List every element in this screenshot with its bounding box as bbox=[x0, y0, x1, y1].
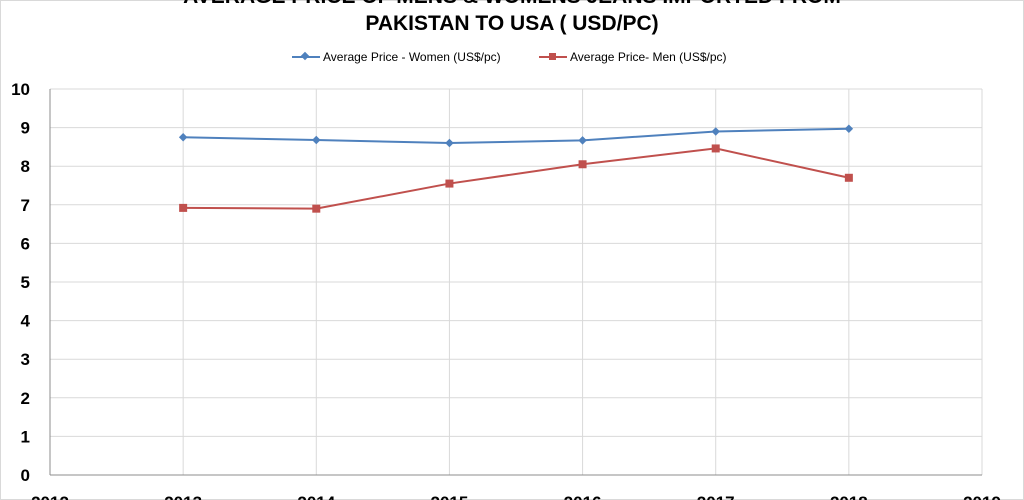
chart-title-line-1: AVERAGE PRICE OF MENS & WOMENS JEANS IMP… bbox=[183, 0, 841, 8]
y-tick-label: 2 bbox=[21, 389, 30, 408]
x-tick-label: 2013 bbox=[164, 493, 202, 500]
y-tick-label: 8 bbox=[21, 157, 30, 176]
legend-item-women: Average Price - Women (US$/pc) bbox=[292, 50, 501, 64]
y-tick-label: 7 bbox=[21, 196, 30, 215]
x-tick-label: 2014 bbox=[297, 493, 335, 500]
data-point-men bbox=[844, 173, 853, 182]
data-point-men bbox=[445, 179, 454, 188]
x-tick-label: 2018 bbox=[830, 493, 868, 500]
y-tick-label: 1 bbox=[21, 427, 30, 446]
legend-marker-men bbox=[549, 53, 556, 60]
x-tick-label: 2015 bbox=[431, 493, 469, 500]
y-tick-label: 6 bbox=[21, 234, 30, 253]
x-tick-label: 2017 bbox=[697, 493, 735, 500]
x-axis-ticks: 2012 2013 2014 2015 2016 2017 2018 2019 bbox=[31, 493, 1001, 500]
series-line-women bbox=[183, 127, 849, 145]
axes bbox=[49, 89, 982, 476]
series-line-men bbox=[183, 147, 850, 210]
gridlines bbox=[50, 88, 983, 475]
legend: Average Price - Women (US$/pc) Average P… bbox=[292, 50, 727, 64]
x-tick-label: 2012 bbox=[31, 493, 69, 500]
legend-label-men: Average Price- Men (US$/pc) bbox=[570, 50, 727, 64]
legend-item-men: Average Price- Men (US$/pc) bbox=[539, 50, 727, 64]
x-tick-label: 2019 bbox=[963, 493, 1001, 500]
data-point-women bbox=[445, 138, 454, 148]
y-tick-label: 3 bbox=[21, 350, 30, 369]
y-tick-label: 5 bbox=[21, 273, 30, 292]
legend-label-women: Average Price - Women (US$/pc) bbox=[323, 50, 501, 64]
y-axis-ticks: 0 1 2 3 4 5 6 7 8 9 10 bbox=[11, 80, 30, 485]
x-tick-label: 2016 bbox=[564, 493, 602, 500]
series-group bbox=[178, 124, 854, 213]
chart-title-line-2: PAKISTAN TO USA ( USD/PC) bbox=[365, 12, 658, 35]
data-point-men bbox=[578, 160, 587, 169]
data-point-women bbox=[312, 135, 321, 145]
legend-marker-women bbox=[300, 51, 310, 61]
data-point-women bbox=[178, 133, 188, 142]
data-point-men bbox=[711, 144, 720, 153]
y-tick-label: 10 bbox=[11, 80, 30, 99]
data-point-men bbox=[312, 204, 321, 213]
data-point-men bbox=[179, 203, 188, 212]
y-tick-label: 4 bbox=[21, 312, 31, 331]
y-tick-label: 9 bbox=[21, 119, 30, 138]
y-tick-label: 0 bbox=[21, 466, 30, 485]
